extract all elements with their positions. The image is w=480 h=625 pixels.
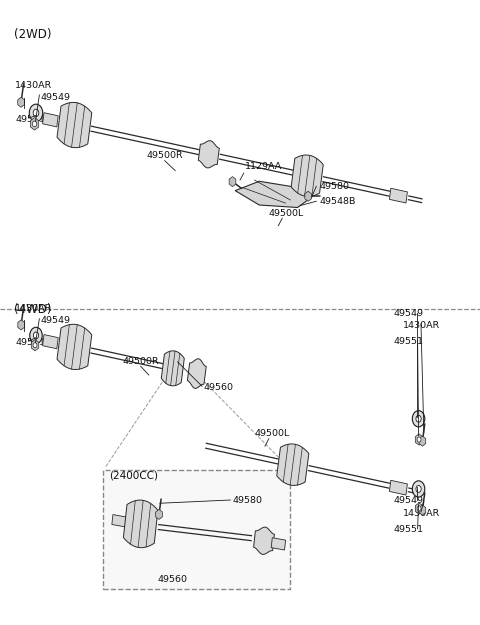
Polygon shape: [389, 188, 408, 203]
Text: 49500R: 49500R: [122, 357, 159, 366]
Text: (2400CC): (2400CC): [109, 470, 158, 480]
Polygon shape: [305, 191, 312, 201]
Polygon shape: [229, 177, 236, 187]
Circle shape: [412, 481, 425, 497]
Polygon shape: [57, 102, 92, 148]
Polygon shape: [277, 444, 309, 486]
Polygon shape: [419, 436, 426, 446]
Text: 49551: 49551: [394, 526, 423, 534]
Polygon shape: [198, 141, 219, 168]
Circle shape: [29, 104, 43, 122]
Text: (2WD): (2WD): [14, 28, 52, 41]
Text: 49549: 49549: [394, 309, 423, 318]
Circle shape: [34, 332, 38, 339]
Circle shape: [417, 437, 421, 442]
Text: 49549: 49549: [41, 93, 71, 102]
Text: 49580: 49580: [319, 182, 349, 191]
Text: 49500R: 49500R: [146, 151, 183, 160]
Polygon shape: [389, 481, 408, 495]
Polygon shape: [18, 98, 24, 107]
Polygon shape: [18, 320, 24, 330]
Polygon shape: [187, 359, 206, 388]
Text: 49580: 49580: [233, 496, 263, 505]
Text: 49551: 49551: [15, 338, 45, 347]
Text: 1430AR: 1430AR: [15, 81, 53, 89]
Polygon shape: [112, 514, 126, 527]
Polygon shape: [291, 155, 323, 196]
Text: 49549: 49549: [394, 496, 423, 505]
Polygon shape: [123, 500, 158, 548]
Text: 49548B: 49548B: [319, 198, 356, 206]
Polygon shape: [156, 509, 162, 519]
Text: 49560: 49560: [204, 383, 234, 392]
Circle shape: [30, 328, 42, 344]
Circle shape: [416, 416, 421, 422]
Circle shape: [416, 486, 421, 492]
Polygon shape: [419, 505, 426, 515]
Polygon shape: [43, 334, 58, 349]
Polygon shape: [253, 527, 275, 554]
Text: 49560: 49560: [158, 576, 188, 584]
Polygon shape: [31, 339, 39, 351]
Polygon shape: [415, 503, 423, 514]
FancyBboxPatch shape: [103, 470, 290, 589]
Text: 49551: 49551: [394, 337, 423, 346]
Polygon shape: [415, 434, 423, 445]
Text: 49551: 49551: [15, 115, 45, 124]
Text: 1430AR: 1430AR: [15, 304, 53, 313]
Text: 1129AA: 1129AA: [245, 162, 282, 171]
Polygon shape: [161, 351, 184, 386]
Circle shape: [33, 342, 37, 348]
Text: 1430AR: 1430AR: [403, 321, 441, 330]
Text: (4WD): (4WD): [14, 303, 52, 316]
Circle shape: [412, 411, 425, 427]
Circle shape: [32, 121, 36, 127]
Polygon shape: [57, 324, 92, 369]
Polygon shape: [271, 538, 286, 550]
Polygon shape: [235, 181, 312, 208]
Circle shape: [33, 109, 39, 117]
Polygon shape: [43, 112, 58, 127]
Text: 49549: 49549: [41, 316, 71, 325]
Polygon shape: [30, 118, 39, 130]
Text: 1430AR: 1430AR: [403, 509, 441, 518]
Text: 49500L: 49500L: [269, 209, 304, 217]
Circle shape: [417, 506, 421, 511]
Text: 49500L: 49500L: [254, 429, 289, 438]
